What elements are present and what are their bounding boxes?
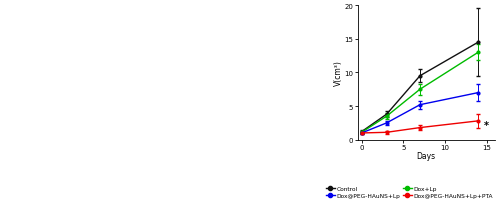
X-axis label: Days: Days <box>416 151 436 160</box>
Y-axis label: V(cm³): V(cm³) <box>334 60 343 86</box>
Legend: Control, Dox@PEG-HAuNS+Lp, Dox+Lp, Dox@PEG-HAuNS+Lp+PTA: Control, Dox@PEG-HAuNS+Lp, Dox+Lp, Dox@P… <box>326 186 493 198</box>
Text: *: * <box>484 120 489 130</box>
